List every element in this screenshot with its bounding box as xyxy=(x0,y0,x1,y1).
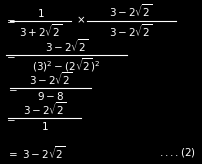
Text: $3 - 2\sqrt{2}$: $3 - 2\sqrt{2}$ xyxy=(109,22,153,39)
Text: $9 - 8$: $9 - 8$ xyxy=(37,90,64,102)
Text: $\times$: $\times$ xyxy=(76,15,85,26)
Text: $=$: $=$ xyxy=(4,50,16,60)
Text: $= \ 3 - 2\sqrt{2}$: $= \ 3 - 2\sqrt{2}$ xyxy=(6,145,66,161)
Text: $3 - 2\sqrt{2}$: $3 - 2\sqrt{2}$ xyxy=(23,100,66,117)
Text: $3 - 2\sqrt{2}$: $3 - 2\sqrt{2}$ xyxy=(29,70,72,87)
Text: $....(2)$: $....(2)$ xyxy=(159,146,196,160)
Text: $(3)^{2} - (2\sqrt{2})^{2}$: $(3)^{2} - (2\sqrt{2})^{2}$ xyxy=(32,57,101,74)
Text: $3 - 2\sqrt{2}$: $3 - 2\sqrt{2}$ xyxy=(45,37,88,54)
Text: $=$: $=$ xyxy=(4,113,16,123)
Text: $3 + 2\sqrt{2}$: $3 + 2\sqrt{2}$ xyxy=(19,22,62,39)
Text: $1$: $1$ xyxy=(37,7,44,19)
Text: $1$: $1$ xyxy=(41,120,48,132)
Text: $=$: $=$ xyxy=(6,83,18,93)
Text: $=$: $=$ xyxy=(4,16,16,25)
Text: $3 - 2\sqrt{2}$: $3 - 2\sqrt{2}$ xyxy=(109,2,153,19)
